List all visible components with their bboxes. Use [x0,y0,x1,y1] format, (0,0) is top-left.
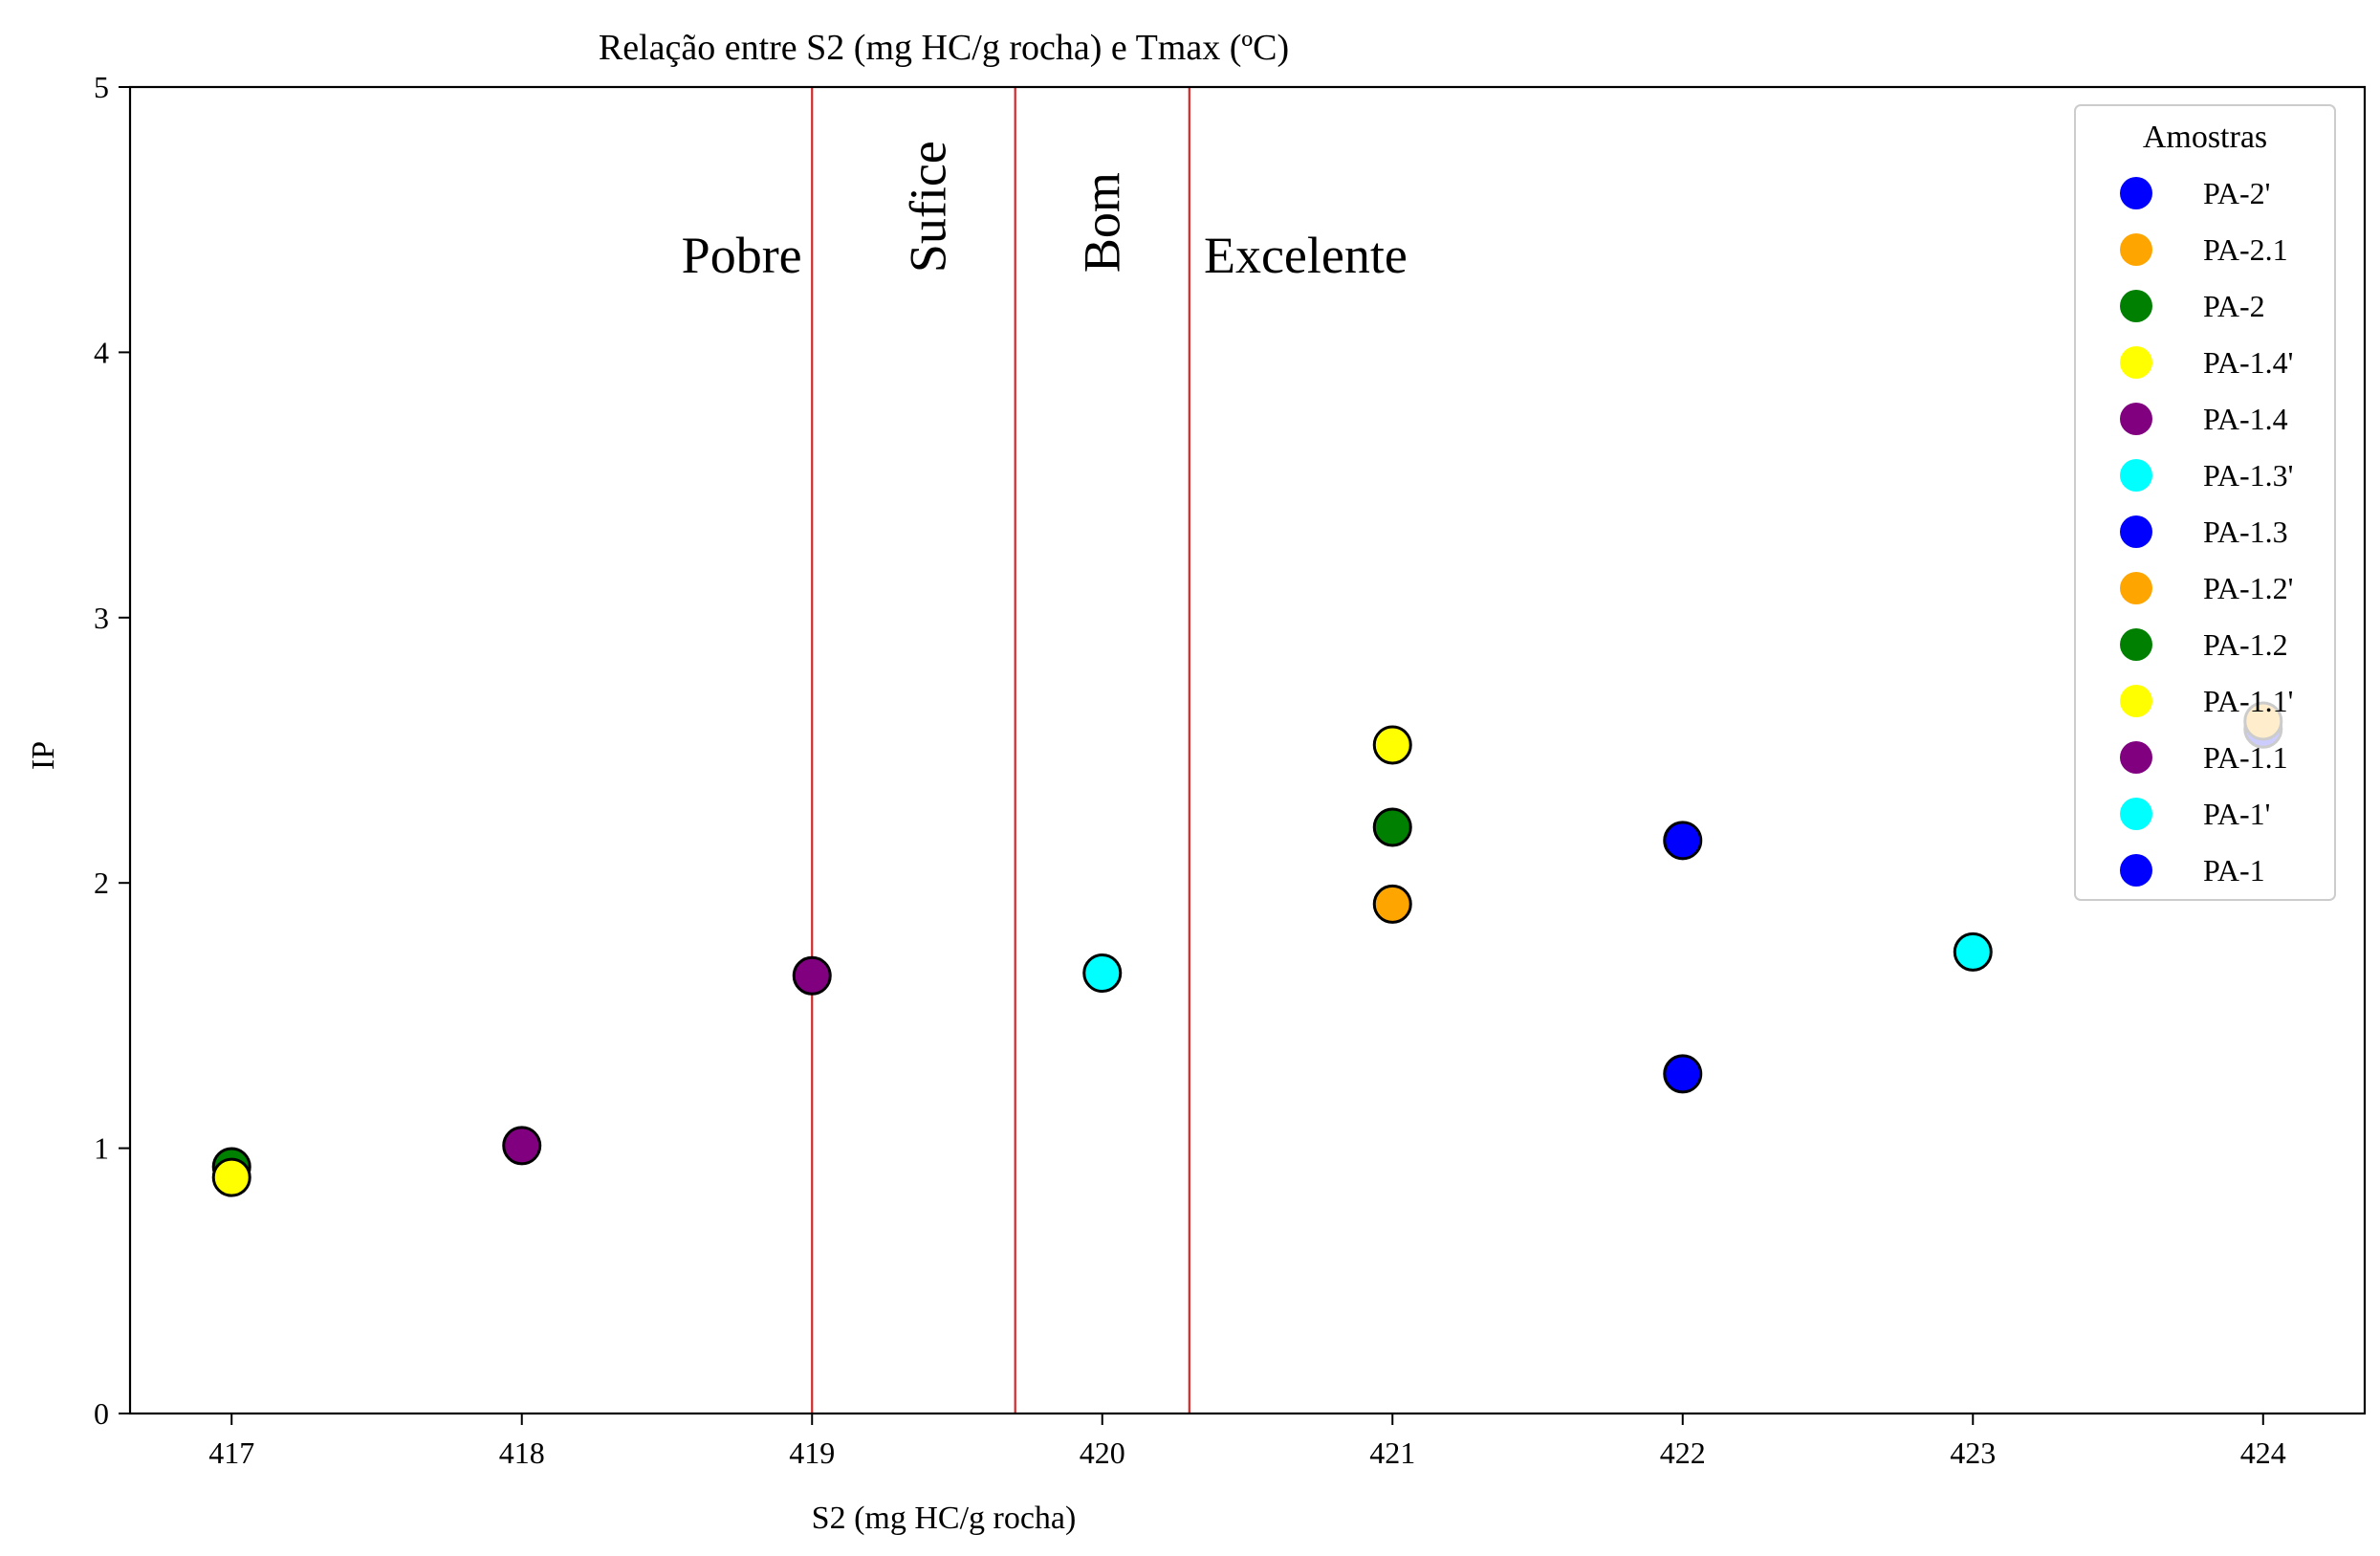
legend: Amostras PA-2' PA-2.1 PA-2 PA-1.4' PA-1.4 PA-1… [2074,104,2336,901]
legend-entry-label: PA-1.1 [2203,740,2288,775]
zone-label-sufice: Sufice [900,141,957,273]
x-tick-label: 418 [499,1435,545,1470]
y-tick-label: 1 [94,1131,109,1166]
legend-entry-label: PA-1.2 [2203,627,2288,662]
legend-marker [2120,798,2152,830]
point-pa-1 [1663,1054,1703,1094]
legend-entry-label: PA-1.4 [2203,402,2288,436]
legend-marker [2120,741,2152,774]
legend-entry-label: PA-1' [2203,797,2270,831]
legend-entry-label: PA-1 [2203,853,2265,888]
y-axis-label: IP [26,741,61,770]
x-tick-label: 422 [1660,1435,1706,1470]
zone-label-pobre: Pobre [682,227,802,284]
y-tick-label: 5 [94,70,109,104]
legend-entry-label: PA-2' [2203,176,2270,210]
y-tick-label: 3 [94,601,109,635]
legend-marker [2120,854,2152,887]
legend-box [2074,104,2336,901]
point-pa-1-3 [1663,821,1703,861]
legend-entry-label: PA-2 [2203,289,2265,323]
legend-entry-label: PA-1.1' [2203,684,2293,718]
legend-title: Amostras [2143,120,2267,155]
legend-marker [2120,233,2152,266]
x-tick-label: 423 [1950,1435,1996,1470]
point-pa-1-4- [1372,725,1412,765]
y-tick-label: 4 [94,335,109,369]
point-pa-1-4 [792,955,832,996]
point-pa-2-1 [1372,884,1412,924]
zone-label-bom: Bom [1074,172,1131,273]
chart-title: Relação entre S2 (mg HC/g rocha) e Tmax … [599,28,1289,68]
x-tick-label: 421 [1369,1435,1415,1470]
point-pa-2 [1372,807,1412,847]
x-axis-label: S2 (mg HC/g rocha) [812,1501,1077,1536]
x-tick-label: 420 [1080,1435,1125,1470]
legend-marker [2120,177,2152,209]
legend-entry-label: PA-1.3' [2203,458,2293,493]
legend-entry-label: PA-2.1 [2203,232,2288,267]
legend-entry-label: PA-1.2' [2203,571,2293,605]
x-tick-label: 424 [2240,1435,2286,1470]
point-pa-1-3- [1953,931,1993,972]
legend-entry-label: PA-1.3 [2203,515,2288,549]
y-tick-label: 0 [94,1396,109,1431]
legend-marker [2120,628,2152,661]
zone-label-excelente: Excelente [1204,227,1408,284]
legend-marker [2120,685,2152,717]
legend-marker [2120,403,2152,435]
legend-marker [2120,572,2152,604]
y-tick-label: 2 [94,866,109,900]
point-pa-1- [1082,953,1123,994]
legend-marker [2120,459,2152,492]
legend-marker [2120,515,2152,548]
legend-marker [2120,346,2152,379]
point-pa-1-1 [502,1126,542,1166]
point-pa-1-1- [211,1157,251,1197]
x-tick-label: 417 [208,1435,254,1470]
legend-entry-label: PA-1.4' [2203,345,2293,380]
axes-frame [128,85,2367,1415]
legend-marker [2120,290,2152,322]
x-tick-label: 419 [789,1435,835,1470]
